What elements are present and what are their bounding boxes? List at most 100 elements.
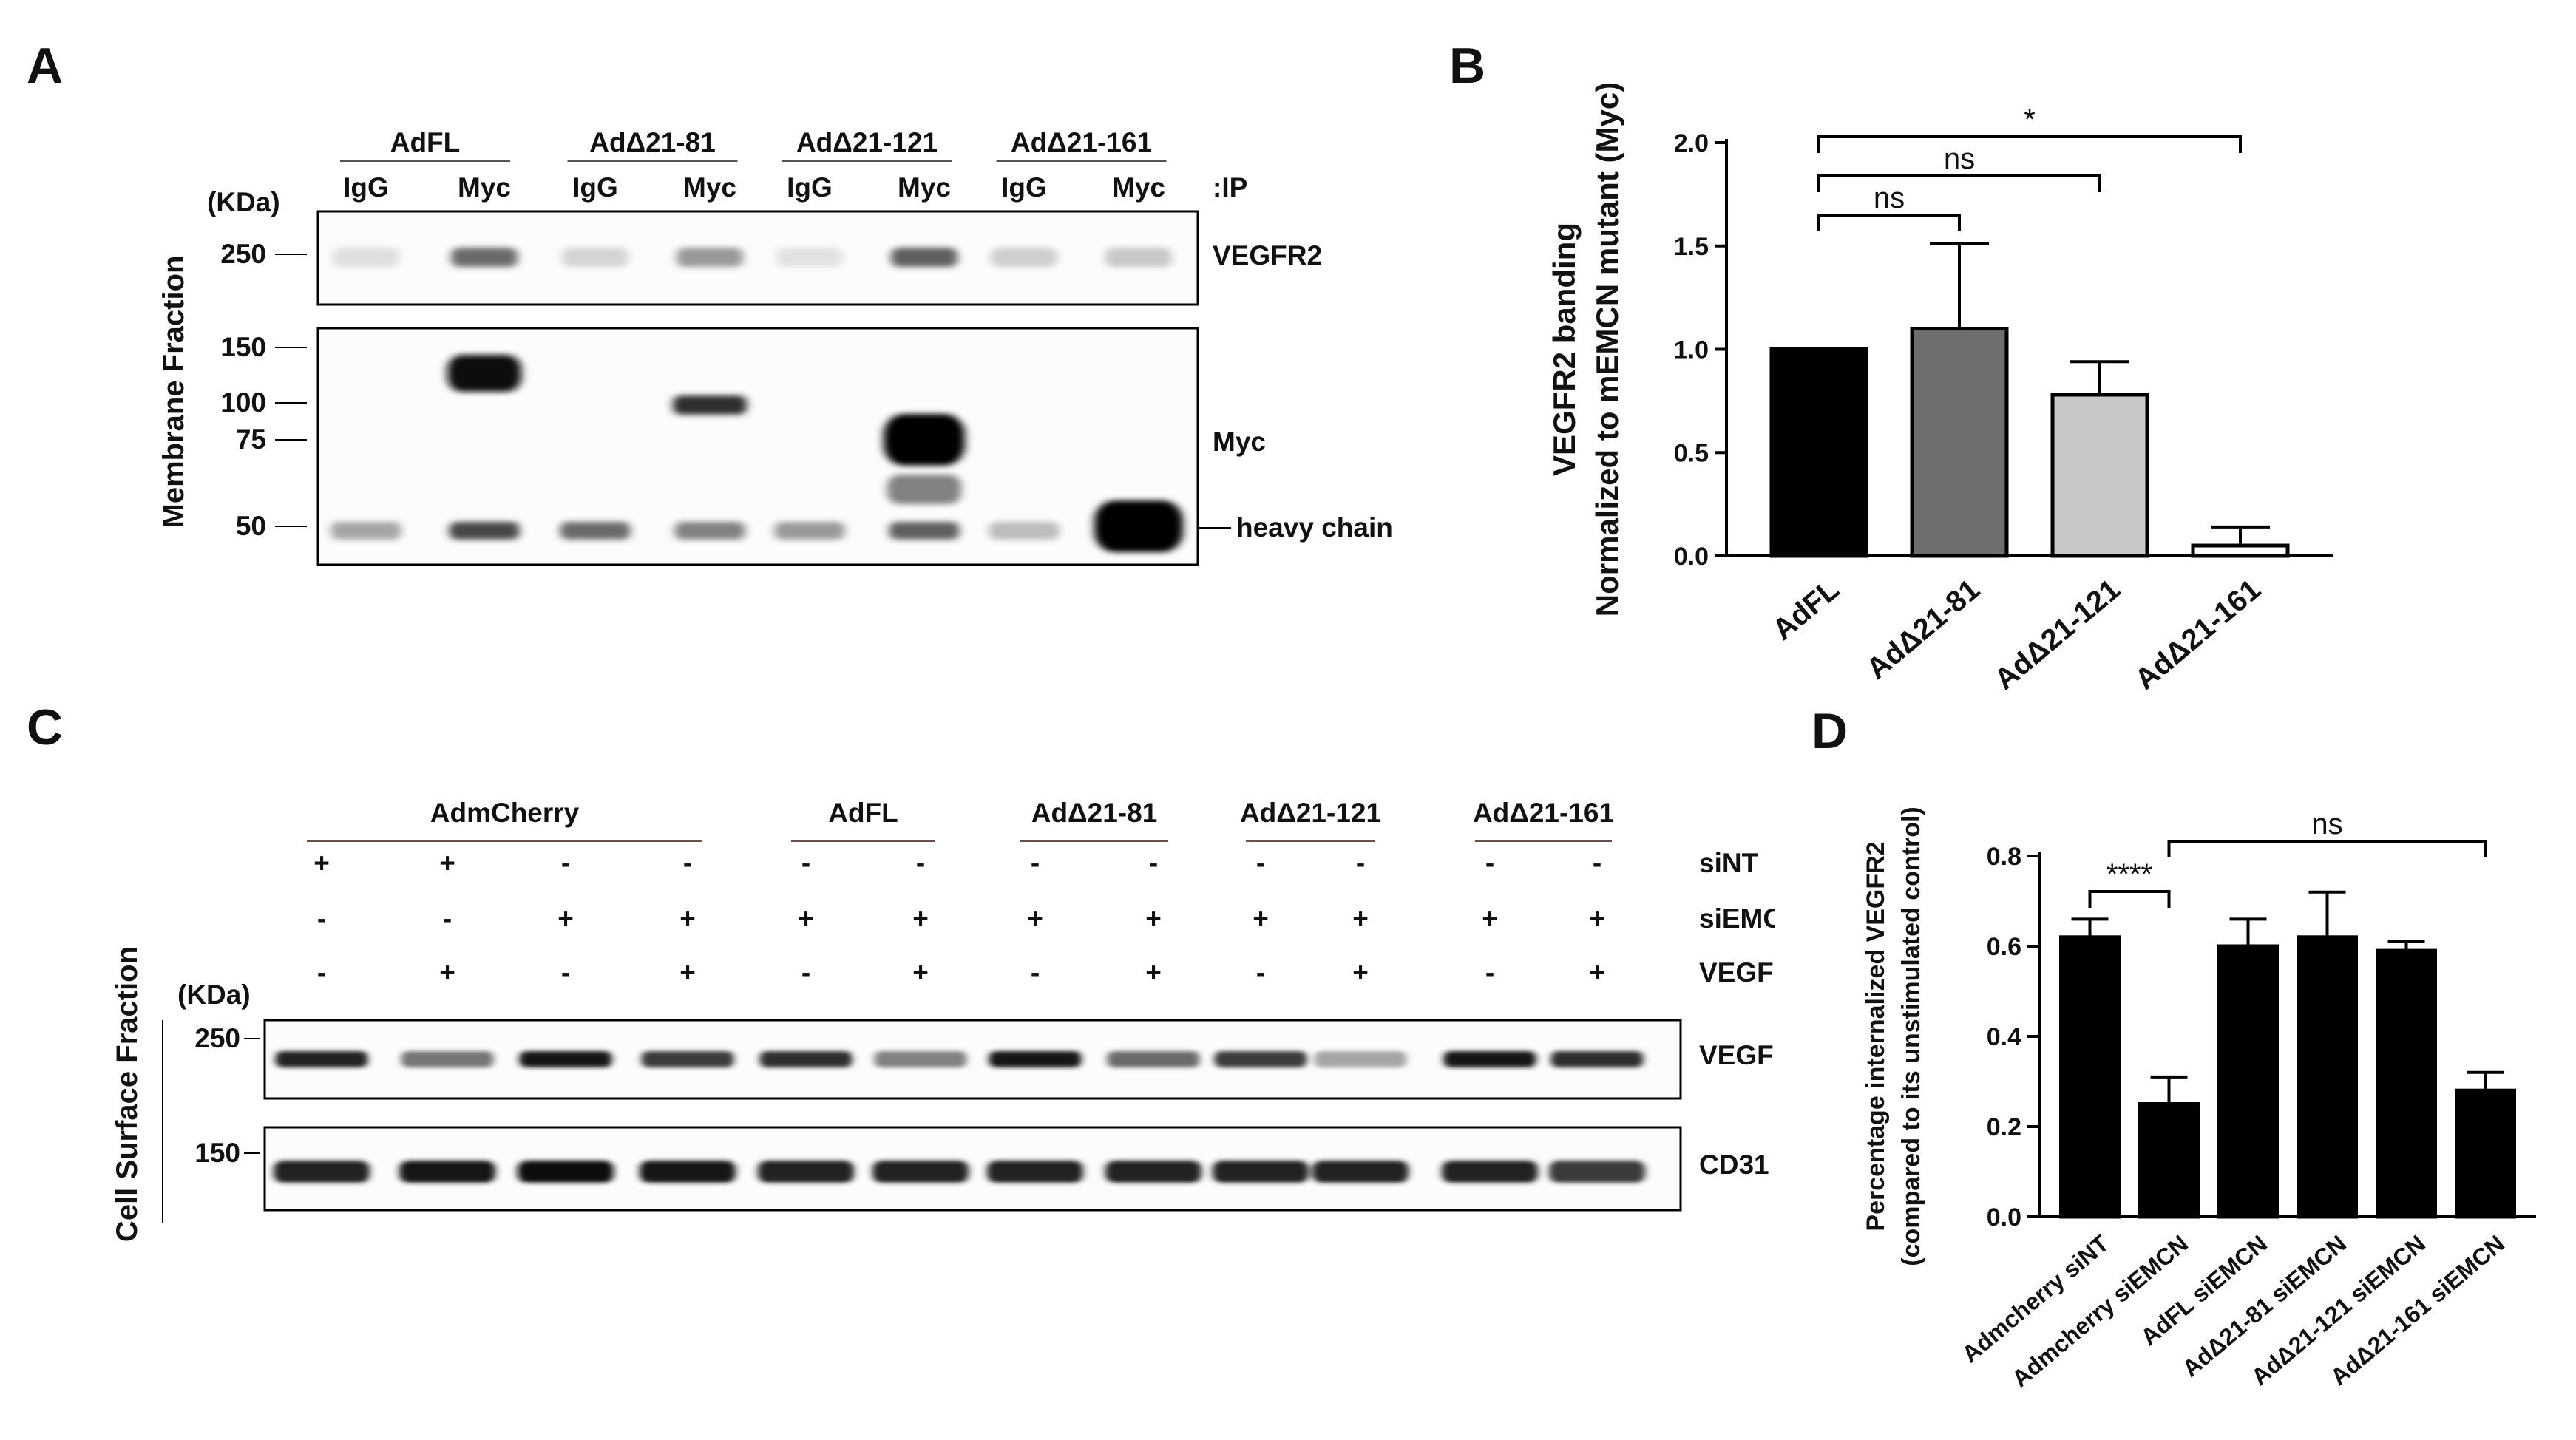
y-tick-label: 0.5 <box>1674 439 1709 467</box>
blot-c-group-label: AdΔ21-161 <box>1473 798 1614 828</box>
y-axis-label: Normalized to mEMCN mutant (Myc) <box>1590 82 1624 617</box>
panel-a-western-blot: Membrane Fraction (KDa) :IP AdFL AdΔ21-81… <box>157 127 1393 566</box>
bar <box>2191 543 2290 558</box>
blot-c-cd31-band <box>518 1161 614 1183</box>
blot-a-lane-label: IgG <box>787 172 833 203</box>
blot-label-vegfr2: VEGFR2 <box>1213 240 1322 271</box>
blot-c-sign: + <box>679 957 696 988</box>
blot-a-lane-label: Myc <box>898 172 951 203</box>
blot-c-cd31-band <box>1213 1161 1309 1183</box>
blot-c-sign: + <box>557 903 574 934</box>
blot-label-myc: Myc <box>1213 427 1266 457</box>
blot-c-sign: - <box>1256 957 1265 988</box>
blot-a-lane-label: IgG <box>343 172 389 203</box>
significance-bracket <box>1817 174 2101 192</box>
blot-c-row-label: siNT <box>1699 848 1759 878</box>
blot-a-marker-label: 250 <box>220 239 266 269</box>
blot-label-heavy-chain: heavy chain <box>1236 512 1393 543</box>
bar <box>2217 944 2279 1219</box>
blot-c-vegfr2-band <box>519 1051 612 1067</box>
blot-c-sign: - <box>801 848 810 878</box>
panel-label-d: D <box>1811 703 1848 759</box>
y-tick-label: 0.4 <box>1987 1023 2021 1051</box>
blot-a-lane-label: Myc <box>1112 172 1165 203</box>
blot-c-vegfr2-band <box>759 1051 853 1067</box>
blot-c-cd31-band <box>987 1161 1083 1183</box>
blot-c-sign: + <box>1145 903 1162 934</box>
bar <box>2050 393 2149 558</box>
blot-c-group-label: AdmCherry <box>430 798 580 828</box>
bar <box>1769 347 1868 558</box>
blot-c-cd31-band <box>1105 1161 1201 1183</box>
blot-a-lane-label: Myc <box>458 172 511 203</box>
y-tick-label: 1.0 <box>1674 336 1709 364</box>
blot-c-sign: + <box>439 848 455 878</box>
panel-a-unit: (KDa) <box>207 187 280 217</box>
significance-label: **** <box>2106 858 2152 891</box>
blot-c-sign: + <box>1482 903 1498 934</box>
y-tick-label: 2.0 <box>1674 129 1709 157</box>
blot-a-heavy-chain-band <box>449 522 520 540</box>
blot-c-sign: - <box>561 957 570 988</box>
significance-bracket <box>1817 214 1961 231</box>
blot-c-cd31-band <box>274 1161 370 1183</box>
significance-label: ns <box>1874 182 1905 214</box>
blot-c-sign: - <box>317 903 326 934</box>
blot-a-vegfr2-band <box>333 248 399 267</box>
blot-c-vegfr2-band <box>874 1051 967 1067</box>
y-tick-label: 0.0 <box>1987 1203 2021 1232</box>
blot-c-sign: - <box>317 957 326 988</box>
blot-c-vegfr2-band <box>1443 1051 1536 1067</box>
blot-a-heavy-chain-band <box>989 522 1060 540</box>
panel-label-b: B <box>1449 38 1486 94</box>
blot-c-sign: - <box>1031 848 1040 878</box>
blot-c-sign: + <box>1145 957 1162 988</box>
blot-c-sign: - <box>1256 848 1265 878</box>
blot-c-label-vegfr2: VEGFR2 <box>1699 1040 1775 1070</box>
blot-c-sign: + <box>1352 957 1369 988</box>
blot-a-group-label: AdΔ21-121 <box>796 127 938 157</box>
blot-a-heavy-chain-band <box>331 522 401 540</box>
blot-c-vegfr2-band <box>275 1051 368 1067</box>
blot-c-sign: + <box>912 903 929 934</box>
bar <box>2138 1102 2200 1219</box>
bar <box>2297 935 2358 1219</box>
blot-a-vegfr2-band <box>1105 248 1172 267</box>
blot-a-vegfr2-band <box>891 248 957 267</box>
blot-c-sign: + <box>1352 903 1369 934</box>
blot-a-myc-band <box>673 395 747 415</box>
blot-a-lane-label: Myc <box>683 172 736 203</box>
blot-c-group-label: AdΔ21-121 <box>1240 798 1381 828</box>
blot-c-group-label: AdΔ21-81 <box>1031 798 1158 828</box>
blot-c-sign: + <box>313 848 330 878</box>
panel-c-ylabel: Cell Surface Fraction <box>111 946 143 1242</box>
blot-c-sign: - <box>561 848 570 878</box>
blot-c-row-label: VEGF <box>1699 957 1774 988</box>
blot-a-vegfr2-band <box>451 248 518 267</box>
blot-a-marker-label: 100 <box>220 387 266 418</box>
y-axis-label: (compared to its unstimulated control) <box>1897 806 1925 1266</box>
bar <box>2455 1088 2516 1219</box>
blot-c-sign: - <box>1031 957 1040 988</box>
bar <box>2059 935 2121 1219</box>
blot-a-vegfr2-band <box>562 248 628 267</box>
panel-b-bar-chart: 0.0 0.5 1.0 1.5 2.0 VEGFR2 banding Normalized … <box>1547 82 2333 696</box>
significance-label: ns <box>2311 808 2342 840</box>
panel-label-c: C <box>27 699 64 755</box>
blot-a-group-label: AdΔ21-161 <box>1011 127 1152 157</box>
panel-c-western-blot: Cell Surface Fraction (KDa) AdmCherry AdF… <box>111 798 1775 1242</box>
blot-c-cd31-band <box>399 1161 495 1183</box>
blot-c-sign: - <box>916 848 925 878</box>
y-axis-label: VEGFR2 banding <box>1547 223 1582 476</box>
blot-c-vegfr2-band <box>401 1051 494 1067</box>
blot-c-sign: - <box>801 957 810 988</box>
significance-bracket <box>2167 840 2487 857</box>
panel-label-a: A <box>27 38 64 94</box>
blot-a-heavy-chain-band <box>560 522 631 540</box>
blot-a-heavy-chain-band <box>1094 500 1183 552</box>
significance-bracket <box>1817 135 2242 153</box>
blot-c-row-label: siEMCN <box>1699 903 1775 934</box>
significance-bracket <box>2088 890 2171 908</box>
blot-c-sign: - <box>1485 848 1494 878</box>
panel-c-unit: (KDa) <box>177 979 251 1010</box>
